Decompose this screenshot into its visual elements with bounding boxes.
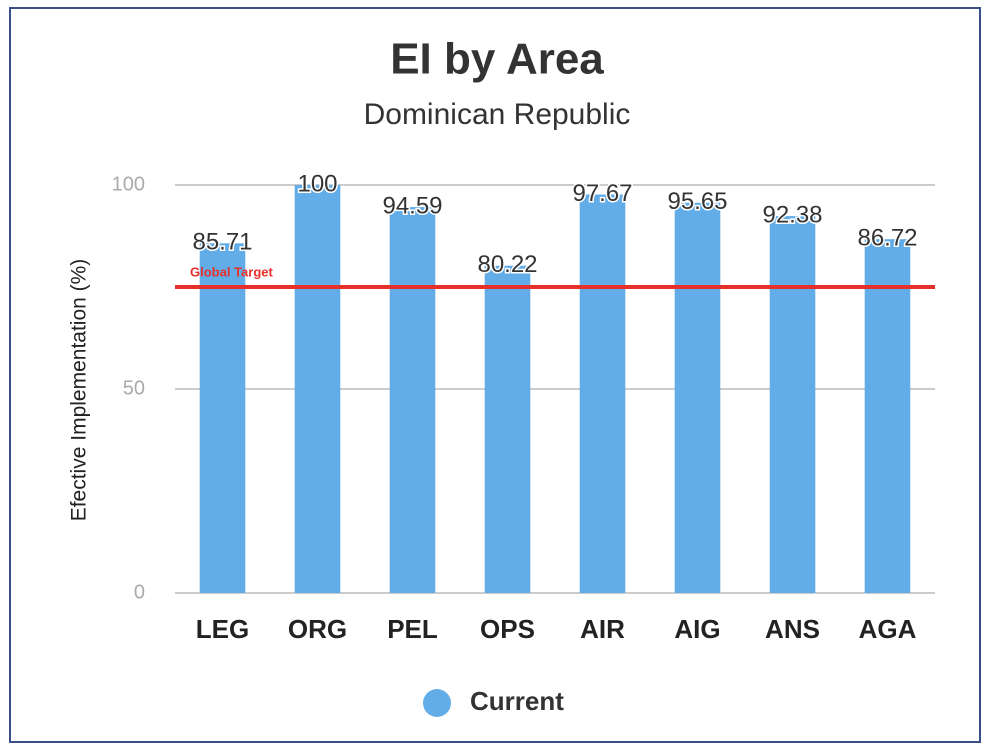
data-label: 94.59 <box>382 192 442 219</box>
target-label: Global Target <box>190 264 273 279</box>
bar <box>769 216 816 593</box>
legend-swatch <box>423 689 451 717</box>
bar <box>484 265 531 593</box>
x-tick-label: AGA <box>859 614 917 644</box>
bar <box>864 239 911 593</box>
x-tick-label: PEL <box>387 614 438 644</box>
y-tick-label: 50 <box>123 377 145 399</box>
data-label: 100 <box>297 170 337 197</box>
bar <box>199 243 246 593</box>
chart-subtitle: Dominican Republic <box>364 98 631 131</box>
x-tick-label: AIG <box>674 614 720 644</box>
data-label: 97.67 <box>572 180 632 207</box>
data-label: 95.65 <box>667 188 727 215</box>
legend-label: Current <box>470 686 564 716</box>
y-tick-label: 100 <box>112 173 145 195</box>
data-label: 85.71 <box>192 229 252 256</box>
bar <box>294 185 341 593</box>
data-label: 92.38 <box>762 201 822 228</box>
y-axis-label: Efective Implementation (%) <box>68 259 91 522</box>
data-label: 86.72 <box>857 225 917 252</box>
x-tick-label: OPS <box>480 614 535 644</box>
y-tick-label: 0 <box>134 581 145 603</box>
bar <box>579 194 626 593</box>
x-tick-label: AIR <box>580 614 625 644</box>
bar <box>674 202 721 594</box>
chart-title: EI by Area <box>390 35 604 84</box>
x-tick-label: ORG <box>288 614 347 644</box>
bar <box>389 207 436 593</box>
data-label: 80.22 <box>477 251 537 278</box>
x-tick-label: ANS <box>765 614 820 644</box>
x-tick-label: LEG <box>196 614 249 644</box>
